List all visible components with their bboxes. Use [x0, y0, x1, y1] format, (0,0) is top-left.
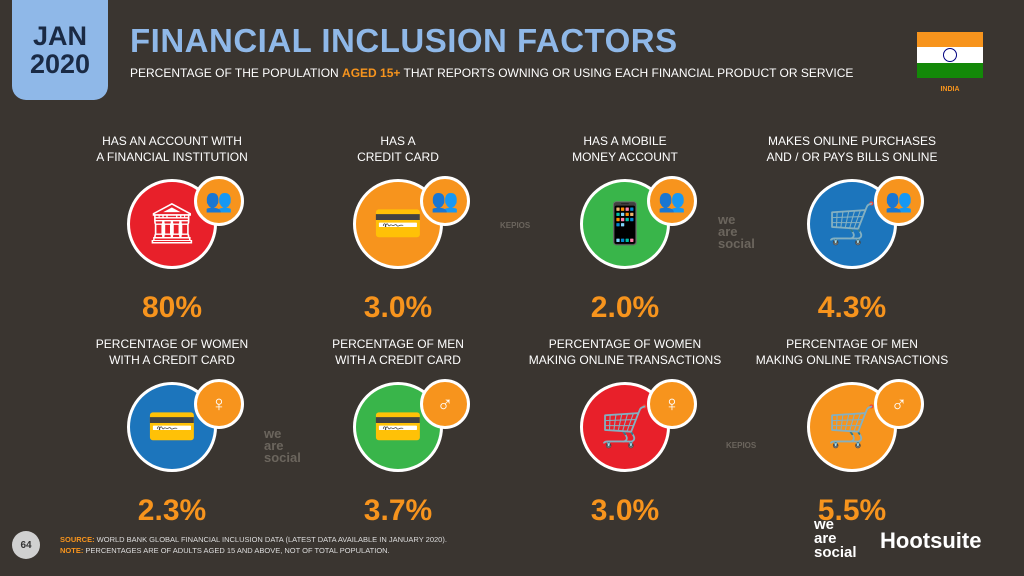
credit-card-icon: 💳 [373, 405, 423, 449]
india-flag-icon [917, 32, 983, 78]
page-number: 64 [12, 531, 40, 559]
watermark-we-are-social: we are social [718, 212, 755, 251]
metric-card: PERCENTAGE OF MEN WITH A CREDIT CARD 💳 ♂ 3.7… [298, 336, 498, 528]
metric-label: PERCENTAGE OF MEN MAKING ONLINE TRANSACTI… [755, 337, 949, 367]
people-icon: 👥 [420, 176, 470, 226]
people-icon: 👥 [194, 176, 244, 226]
metric-value: 80% [141, 291, 203, 324]
date-year: 2020 [29, 49, 91, 79]
people-icon: 👥 [874, 176, 924, 226]
credit-card-icon: 💳 [147, 405, 197, 449]
page-subtitle: PERCENTAGE OF THE POPULATION AGED 15+ TH… [130, 66, 854, 80]
watermark-kepios: KEPIOS [500, 221, 531, 230]
we-are-social-logo: we are social [814, 516, 857, 561]
metric-value: 5.5% [817, 494, 887, 527]
male-icon: ♂ [874, 379, 924, 429]
shopping-cart-icon: 🛒 [600, 405, 650, 449]
metric-icon-circle: 🛒 ♂ [807, 379, 924, 472]
shopping-cart-icon: 🛒 [827, 405, 877, 449]
female-icon: ♀ [647, 379, 697, 429]
metric-card: PERCENTAGE OF WOMEN WITH A CREDIT CARD 💳 ♀ 2… [72, 336, 272, 528]
metric-label: PERCENTAGE OF WOMEN WITH A CREDIT CARD [95, 337, 249, 367]
metric-icon-circle: 🛒 ♀ [580, 379, 697, 472]
metric-value: 3.7% [363, 494, 433, 527]
mobile-money-icon: 📱 [600, 202, 650, 246]
metric-card: MAKES ONLINE PURCHASES AND / OR PAYS BILL… [752, 133, 952, 325]
hootsuite-logo: Hootsuite [880, 528, 982, 553]
page-title: FINANCIAL INCLUSION FACTORS [130, 22, 678, 59]
metric-card: HAS A CREDIT CARD 💳 👥 3.0% [298, 133, 498, 325]
metric-value: 3.0% [590, 494, 660, 527]
metric-icon-circle: 💳 ♀ [127, 379, 244, 472]
metric-card: HAS A MOBILE MONEY ACCOUNT 📱 👥 2.0% [525, 133, 725, 325]
metric-value: 4.3% [817, 291, 887, 324]
metric-value: 2.3% [137, 494, 207, 527]
male-icon: ♂ [420, 379, 470, 429]
female-icon: ♀ [194, 379, 244, 429]
shopping-cart-icon: 🛒 [827, 202, 877, 246]
metric-label: PERCENTAGE OF WOMEN MAKING ONLINE TRANSAC… [528, 337, 722, 367]
metric-card: HAS AN ACCOUNT WITH A FINANCIAL INSTITUTI… [72, 133, 272, 325]
people-icon: 👥 [647, 176, 697, 226]
metric-label: MAKES ONLINE PURCHASES AND / OR PAYS BILL… [766, 134, 938, 164]
date-box: JAN 2020 [12, 0, 108, 100]
credit-card-icon: 💳 [373, 202, 423, 246]
metric-card: PERCENTAGE OF MEN MAKING ONLINE TRANSACTI… [752, 336, 952, 528]
metric-icon-circle: 💳 👥 [353, 176, 470, 269]
metric-label: HAS AN ACCOUNT WITH A FINANCIAL INSTITUTI… [96, 134, 248, 164]
metric-label: HAS A CREDIT CARD [357, 134, 439, 164]
watermark-kepios: KEPIOS [726, 441, 757, 450]
metric-icon-circle: 📱 👥 [580, 176, 697, 269]
bank-icon: 🏛 [146, 202, 198, 246]
metric-value: 2.0% [590, 291, 660, 324]
metric-label: HAS A MOBILE MONEY ACCOUNT [572, 134, 678, 164]
metric-icon-circle: 🛒 👥 [807, 176, 924, 269]
date-month: JAN [32, 21, 87, 51]
metric-card: PERCENTAGE OF WOMEN MAKING ONLINE TRANSAC… [525, 336, 725, 528]
metric-label: PERCENTAGE OF MEN WITH A CREDIT CARD [332, 337, 464, 367]
country-label: INDIA [940, 86, 960, 93]
metric-icon-circle: 💳 ♂ [353, 379, 470, 472]
metric-icon-circle: 🏛 👥 [127, 176, 244, 269]
watermark-we-are-social: we are social [264, 426, 301, 465]
source-note: SOURCE: WORLD BANK GLOBAL FINANCIAL INCL… [60, 535, 447, 555]
metric-value: 3.0% [363, 291, 433, 324]
